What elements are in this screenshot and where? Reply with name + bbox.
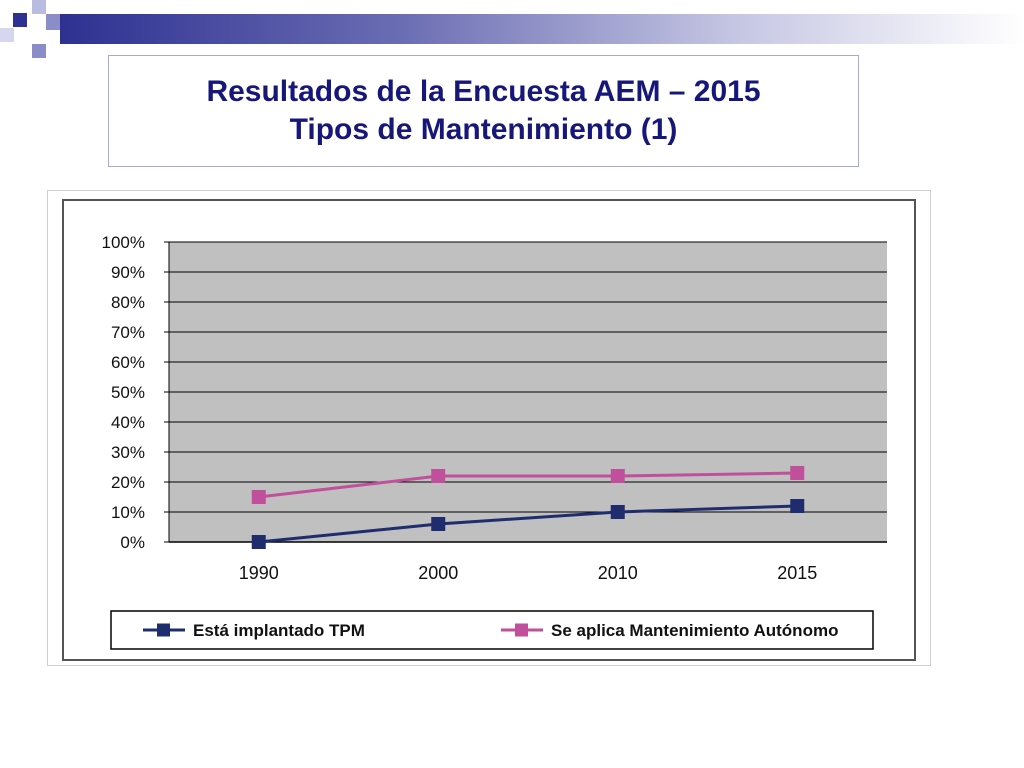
y-tick-label: 0% [120, 533, 145, 552]
gridlines [168, 241, 887, 543]
series-1-point [431, 517, 446, 531]
legend-marker-2 [515, 623, 528, 637]
y-tick-label: 70% [111, 323, 145, 342]
y-tick-label: 40% [111, 413, 145, 432]
series-2-point [610, 469, 625, 483]
y-tick-label: 50% [111, 383, 145, 402]
x-tick-label: 2010 [598, 563, 638, 583]
series-2-point [431, 469, 446, 483]
decor-square-light [32, 0, 46, 14]
legend-label-2: Se aplica Mantenimiento Autónomo [551, 621, 838, 640]
series-line-2 [258, 471, 798, 499]
legend: Está implantado TPM Se aplica Mantenimien… [110, 610, 874, 650]
series-1-point [251, 535, 266, 549]
y-tick-label: 90% [111, 263, 145, 282]
decor-square-light-2 [0, 28, 14, 42]
x-tick-label: 1990 [239, 563, 279, 583]
x-axis-ticks: 1990 2000 2010 2015 [239, 563, 818, 583]
y-tick-label: 60% [111, 353, 145, 372]
y-tick-label: 20% [111, 473, 145, 492]
x-tick-label: 2015 [777, 563, 817, 583]
series-1-point [790, 499, 805, 513]
series-2-point [790, 466, 805, 480]
y-tick-label: 10% [111, 503, 145, 522]
series-group [251, 466, 805, 549]
chart-image-frame: 0% 10% 20% 30% 40% 50% 60% 70% 80% 90% 100% 1990 20… [47, 190, 931, 666]
y-tick-label: 100% [102, 233, 145, 252]
y-tick-label: 30% [111, 443, 145, 462]
decor-square-mid-2 [32, 44, 46, 58]
slide-title-line-1: Resultados de la Encuesta AEM – 2015 [206, 75, 761, 108]
slide-title-line-2: Tipos de Mantenimiento (1) [289, 113, 678, 146]
header-gradient-bar [60, 14, 1024, 44]
legend-label-1: Está implantado TPM [193, 621, 365, 640]
line-chart: 0% 10% 20% 30% 40% 50% 60% 70% 80% 90% 100% 1990 20… [62, 199, 916, 661]
decor-square-dark [13, 13, 27, 27]
series-line-1 [258, 504, 798, 544]
legend-box [110, 610, 874, 650]
series-1-point [610, 505, 625, 519]
series-2-point [251, 490, 266, 504]
decor-square-mid [46, 14, 60, 30]
x-tick-label: 2000 [418, 563, 458, 583]
y-tick-label: 80% [111, 293, 145, 312]
y-axis-ticks: 0% 10% 20% 30% 40% 50% 60% 70% 80% 90% 100% [102, 233, 169, 552]
legend-marker-1 [157, 623, 170, 637]
slide-title-box: Resultados de la Encuesta AEM – 2015 Tip… [108, 55, 859, 167]
